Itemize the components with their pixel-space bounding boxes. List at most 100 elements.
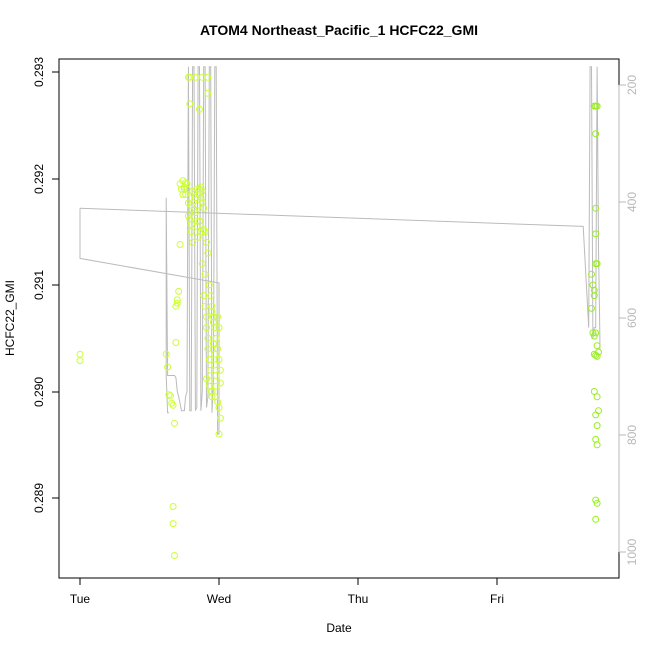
x-tick-label: Tue: [70, 592, 91, 606]
data-point: [592, 515, 600, 523]
data-point: [211, 350, 219, 358]
data-point: [205, 281, 213, 289]
data-point: [588, 270, 595, 278]
data-point: [182, 179, 190, 187]
data-point: [592, 496, 600, 504]
data-point: [215, 430, 223, 438]
data-point: [204, 249, 212, 257]
data-point: [203, 375, 210, 383]
data-point: [162, 350, 170, 358]
data-point: [169, 401, 177, 409]
data-point: [176, 241, 184, 248]
data-point: [590, 388, 598, 395]
data-point: [172, 302, 180, 310]
data-point: [216, 414, 224, 422]
data-point: [215, 324, 223, 332]
data-point: [203, 324, 210, 332]
data-point: [186, 100, 194, 108]
data-point: [595, 348, 602, 356]
data-point: [208, 393, 216, 401]
data-point: [214, 345, 222, 353]
y-tick-label: 0.291: [32, 270, 46, 300]
data-point: [200, 292, 208, 300]
data-point: [590, 332, 598, 340]
series-line: [79, 66, 601, 349]
data-point: [171, 419, 178, 427]
data-point: [209, 340, 217, 348]
data-point: [592, 130, 600, 138]
y-tick-label: 0.292: [32, 164, 46, 194]
data-point: [196, 191, 203, 198]
data-point: [76, 350, 84, 358]
y-tick-label: 0.289: [32, 483, 46, 513]
data-point: [593, 352, 601, 360]
data-point: [203, 313, 210, 321]
data-point: [190, 206, 198, 214]
data-point: [197, 194, 205, 202]
series-line: [79, 66, 220, 435]
data-point: [200, 204, 208, 212]
x-axis-label: Date: [326, 621, 352, 635]
y2-tick-label: 600: [625, 308, 639, 328]
data-point: [211, 324, 219, 332]
data-point: [201, 302, 209, 310]
data-point: [172, 339, 180, 346]
data-point: [592, 329, 600, 337]
data-point: [204, 334, 212, 342]
data-point: [212, 334, 220, 342]
data-point: [194, 233, 202, 241]
data-point: [183, 180, 191, 188]
data-point: [592, 230, 600, 238]
plot-frame: [58, 58, 620, 579]
x-tick-label: Fri: [490, 592, 504, 606]
x-tick-label: Wed: [207, 592, 231, 606]
data-point: [198, 198, 206, 206]
data-point: [215, 404, 223, 411]
data-point: [198, 260, 206, 268]
data-point: [204, 73, 212, 81]
x-axis: Tue Wed Thu Fri Date: [70, 577, 504, 635]
data-point: [205, 356, 213, 363]
data-point: [592, 411, 600, 419]
data-point: [171, 552, 178, 559]
y-axis: 0.289 0.290 0.291 0.292 0.293 HCFC22_GMI: [3, 57, 60, 513]
data-point: [216, 379, 224, 387]
data-point: [175, 287, 183, 295]
data-point: [164, 363, 172, 371]
data-point: [169, 503, 177, 510]
data-point: [173, 299, 181, 307]
data-point: [593, 393, 601, 401]
data-point: [588, 304, 595, 312]
data-point: [209, 313, 217, 321]
data-point: [205, 382, 213, 390]
data-point: [187, 201, 195, 209]
y-tick-label: 0.293: [32, 57, 46, 87]
data-point: [184, 212, 192, 220]
data-point: [193, 222, 201, 230]
data-point: [593, 499, 601, 507]
data-point: [165, 391, 173, 399]
data-point: [208, 388, 216, 395]
data-point: [201, 270, 209, 278]
data-point: [182, 191, 190, 198]
data-point: [193, 185, 201, 193]
data-point: [590, 292, 598, 300]
data-point: [196, 217, 203, 225]
series-lines: [79, 66, 601, 435]
data-point: [590, 102, 598, 110]
y2-tick-label: 400: [625, 192, 639, 212]
data-point: [76, 357, 84, 365]
y2-axis: 200 400 600 800 1000: [618, 75, 639, 565]
data-point: [211, 361, 219, 369]
data-point: [590, 286, 598, 294]
data-point: [212, 382, 220, 390]
series-points: [76, 73, 602, 559]
data-point: [201, 228, 209, 236]
y2-tick-label: 1000: [625, 538, 639, 565]
data-point: [187, 228, 195, 236]
x-tick-label: Thu: [348, 592, 369, 606]
data-point: [173, 296, 181, 304]
data-point: [193, 217, 201, 225]
data-point: [593, 441, 601, 449]
